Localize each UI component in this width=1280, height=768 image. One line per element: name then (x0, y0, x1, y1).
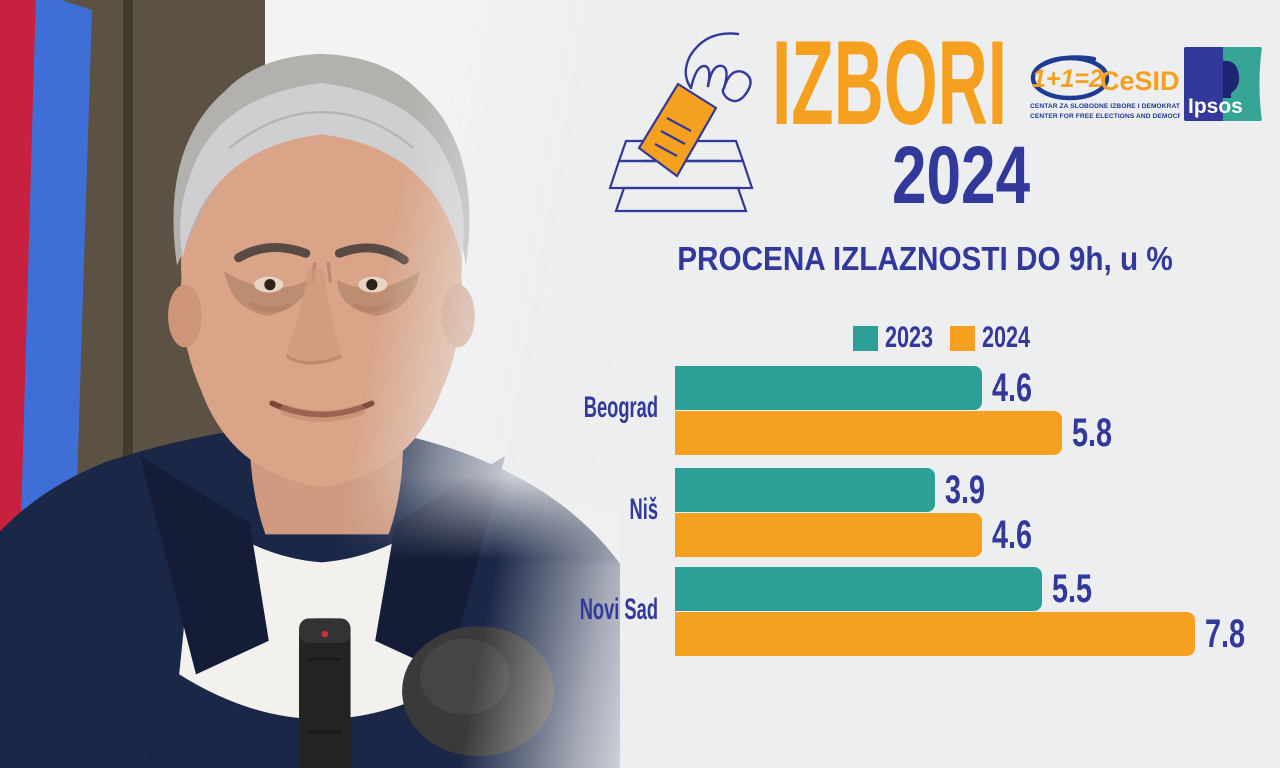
svg-text:CENTER FOR FREE ELECTIONS AND: CENTER FOR FREE ELECTIONS AND DEMOCRACY (1030, 113, 1180, 120)
svg-text:CeSID: CeSID (1100, 66, 1180, 96)
svg-text:1+1=2: 1+1=2 (1032, 65, 1103, 93)
svg-text:CENTAR ZA SLOBODNE IZBORE I DE: CENTAR ZA SLOBODNE IZBORE I DEMOKRATIJU (1030, 103, 1180, 110)
svg-text:Ipsos: Ipsos (1188, 95, 1243, 118)
